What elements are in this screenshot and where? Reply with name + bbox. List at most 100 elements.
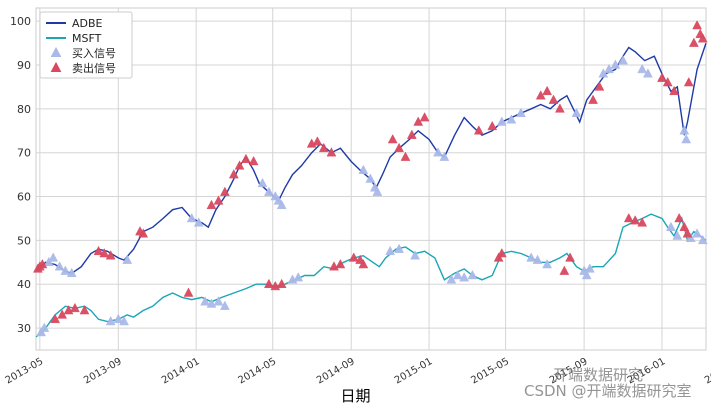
buy-signal-marker bbox=[665, 221, 676, 231]
sell-signal-marker bbox=[335, 258, 346, 269]
y-tick-label: 40 bbox=[17, 278, 31, 291]
sell-signal-marker bbox=[241, 153, 251, 164]
buy-signal-marker bbox=[193, 217, 204, 227]
sell-signal-marker bbox=[400, 151, 411, 161]
sell-signal-marker bbox=[496, 248, 507, 258]
buy-signal-marker bbox=[643, 68, 653, 78]
sell-signal-marker bbox=[213, 195, 224, 205]
sell-signal-marker bbox=[487, 120, 498, 131]
sell-signal-marker bbox=[697, 33, 708, 43]
buy-signal-marker bbox=[66, 267, 77, 278]
sell-signal-marker bbox=[138, 228, 149, 238]
buy-signal-marker bbox=[119, 315, 129, 326]
buy-signal-marker bbox=[219, 300, 230, 310]
buy-signal-marker bbox=[584, 263, 595, 273]
buy-signal-marker bbox=[697, 234, 708, 245]
sell-signal-marker bbox=[318, 142, 329, 153]
y-tick-label: 60 bbox=[17, 191, 31, 204]
sell-signal-marker bbox=[682, 228, 693, 238]
buy-signal-marker bbox=[263, 186, 274, 196]
buy-signal-marker bbox=[122, 254, 133, 264]
buy-signal-marker bbox=[581, 269, 592, 280]
legend-label: 买入信号 bbox=[72, 47, 116, 60]
buy-signal-marker bbox=[526, 252, 537, 262]
sell-signal-marker bbox=[93, 245, 104, 256]
watermark-bottom: CSDN @开端数据研究室 bbox=[524, 382, 692, 400]
buy-signal-marker bbox=[637, 63, 648, 74]
sell-signal-marker bbox=[565, 252, 576, 262]
legend-label: MSFT bbox=[72, 32, 102, 45]
buy-signal-marker bbox=[200, 296, 211, 306]
buy-signal-marker bbox=[113, 313, 124, 324]
buy-signal-marker bbox=[48, 252, 59, 262]
y-tick-label: 70 bbox=[17, 147, 31, 160]
sell-signal-marker bbox=[559, 265, 570, 275]
sell-signal-marker bbox=[588, 94, 598, 104]
sell-signal-marker bbox=[326, 147, 337, 157]
series-line-msft bbox=[35, 213, 707, 338]
legend-box bbox=[39, 11, 133, 79]
sell-signal-marker bbox=[234, 160, 245, 170]
x-tick-label: 2014-05 bbox=[237, 356, 279, 386]
buy-signal-marker bbox=[532, 254, 543, 264]
sell-signal-marker bbox=[594, 81, 605, 91]
buy-signal-marker bbox=[105, 315, 116, 326]
sell-signal-marker bbox=[387, 134, 398, 144]
buy-signal-marker bbox=[293, 272, 304, 282]
buy-signal-marker bbox=[186, 212, 197, 223]
buy-signal-marker bbox=[692, 228, 702, 238]
sell-signal-marker bbox=[657, 72, 667, 82]
sell-signal-marker bbox=[312, 136, 323, 146]
buy-signal-marker bbox=[54, 261, 65, 271]
sell-signal-marker bbox=[99, 248, 110, 258]
buy-signal-marker bbox=[410, 250, 420, 260]
sell-signal-marker bbox=[548, 94, 559, 104]
sell-signal-marker bbox=[394, 142, 404, 153]
sell-signal-marker bbox=[669, 85, 680, 96]
sell-signal-marker bbox=[248, 155, 259, 166]
sell-signal-marker bbox=[662, 77, 673, 87]
x-tick-label: 2013-05 bbox=[4, 356, 46, 386]
sell-signal-marker bbox=[276, 278, 287, 288]
buy-signal-marker bbox=[506, 114, 517, 124]
y-tick-label: 90 bbox=[17, 59, 31, 72]
buy-signal-marker bbox=[213, 296, 224, 306]
sell-signal-marker bbox=[183, 287, 194, 297]
buy-signal-marker bbox=[672, 230, 683, 240]
x-tick-label: 2016-05 bbox=[703, 356, 711, 386]
sell-signal-marker bbox=[348, 252, 359, 262]
buy-signal-marker bbox=[571, 107, 582, 117]
x-tick-label: 2014-01 bbox=[160, 356, 202, 386]
sell-signal-marker bbox=[637, 217, 648, 227]
legend-swatch-buy bbox=[50, 46, 62, 57]
sell-signal-marker bbox=[419, 112, 430, 122]
buy-signal-marker bbox=[618, 55, 628, 65]
sell-signal-marker bbox=[105, 250, 116, 260]
y-tick-label: 100 bbox=[10, 15, 31, 28]
sell-signal-marker bbox=[37, 258, 48, 269]
buy-signal-marker bbox=[433, 147, 443, 157]
buy-signal-marker bbox=[365, 173, 376, 183]
x-tick-label: 2015-05 bbox=[469, 356, 511, 386]
sell-signal-marker bbox=[406, 129, 417, 139]
x-axis-label: 日期 bbox=[340, 387, 371, 405]
buy-signal-marker bbox=[496, 116, 507, 126]
legend-label: 卖出信号 bbox=[72, 61, 116, 75]
watermark-top: 开端数据研究 bbox=[553, 366, 644, 384]
buy-signal-marker bbox=[60, 265, 71, 275]
buy-signal-marker bbox=[394, 243, 404, 253]
buy-signal-marker bbox=[452, 269, 463, 280]
sell-signal-marker bbox=[219, 186, 230, 196]
sell-signal-marker bbox=[542, 85, 553, 96]
sell-signal-marker bbox=[674, 212, 685, 223]
sell-signal-marker bbox=[473, 125, 484, 135]
sell-signal-marker bbox=[692, 20, 702, 30]
x-tick-label: 2014-09 bbox=[315, 356, 357, 386]
sell-signal-marker bbox=[688, 37, 699, 47]
buy-signal-marker bbox=[681, 134, 692, 144]
sell-signal-marker bbox=[554, 103, 565, 113]
buy-signal-marker bbox=[542, 258, 553, 269]
sell-signal-marker bbox=[228, 169, 239, 179]
